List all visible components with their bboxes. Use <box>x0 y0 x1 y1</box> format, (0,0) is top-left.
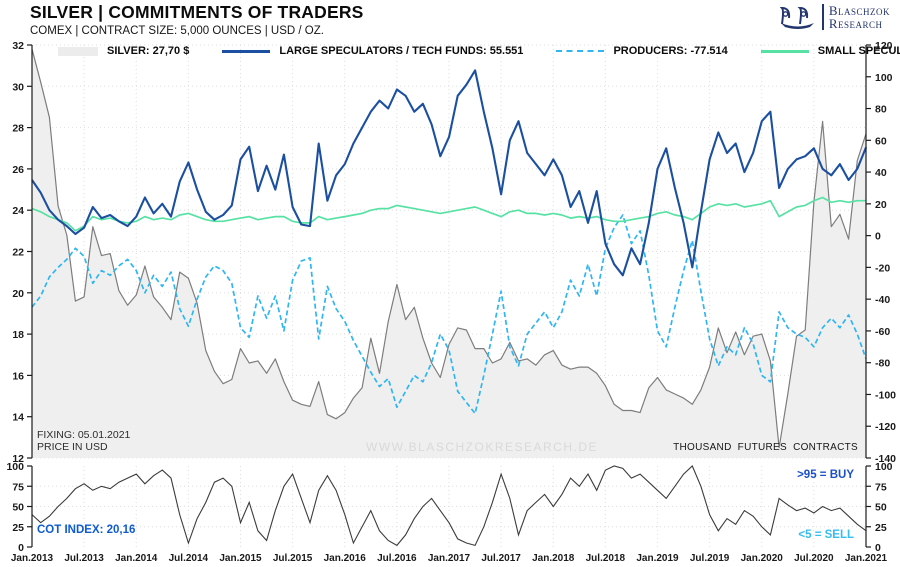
svg-text:Jan.2018: Jan.2018 <box>532 553 575 564</box>
svg-text:Jan.2019: Jan.2019 <box>636 553 679 564</box>
svg-text:-120: -120 <box>875 421 896 433</box>
watermark: WWW.BLASCHZOKRESEARCH.DE <box>366 440 599 454</box>
legend-label: LARGE SPECULATORS / TECH FUNDS: 55.551 <box>279 45 524 57</box>
gridlines <box>31 44 867 547</box>
fixing-note: FIXING: 05.01.2021 PRICE IN USD <box>37 429 130 453</box>
sell-threshold-label: <5 = SELL <box>798 529 854 541</box>
chart-legend: SILVER: 27,70 $ LARGE SPECULATORS / TECH… <box>58 45 900 57</box>
svg-text:Jul.2017: Jul.2017 <box>481 553 521 564</box>
blaschzok-logo: Blaschzok Research <box>779 3 890 31</box>
svg-text:0: 0 <box>875 231 881 243</box>
logo-line1: Blaschzok <box>828 3 890 18</box>
small-speculators-series-line <box>31 196 866 232</box>
silver-price-area <box>32 49 866 458</box>
legend-item-large-speculators: LARGE SPECULATORS / TECH FUNDS: 55.551 <box>222 45 523 57</box>
axes <box>27 44 871 548</box>
price-unit-note: PRICE IN USD <box>37 441 108 453</box>
producers-dashed-swatch <box>556 50 605 52</box>
svg-text:20: 20 <box>12 288 24 300</box>
svg-text:-140: -140 <box>875 453 896 465</box>
svg-text:75: 75 <box>875 481 887 493</box>
svg-text:100: 100 <box>6 461 24 473</box>
svg-text:-80: -80 <box>875 358 890 370</box>
svg-text:Jan.2021: Jan.2021 <box>845 553 888 564</box>
svg-text:-60: -60 <box>875 326 890 338</box>
svg-text:16: 16 <box>12 370 24 382</box>
svg-text:20: 20 <box>875 199 887 211</box>
x-axis-labels: Jan.2013 Jul.2013 Jan.2014 Jul.2014 Jan.2015… <box>11 553 888 564</box>
svg-text:80: 80 <box>875 104 887 116</box>
small-speculators-line-swatch <box>760 49 809 53</box>
svg-text:40: 40 <box>875 167 887 179</box>
cot-index-series-line <box>31 465 867 547</box>
svg-text:26: 26 <box>12 164 24 176</box>
svg-text:Jan.2020: Jan.2020 <box>741 553 784 564</box>
large-speculators-line-swatch <box>222 49 271 53</box>
svg-text:Jul.2015: Jul.2015 <box>273 553 313 564</box>
svg-text:-40: -40 <box>875 294 890 306</box>
legend-label: SMALL SPECULATORS: 21.963 <box>817 45 900 57</box>
svg-text:0: 0 <box>875 542 881 554</box>
svg-text:Jul.2013: Jul.2013 <box>64 553 104 564</box>
buy-threshold-label: >95 = BUY <box>797 469 854 481</box>
svg-text:Jul.2019: Jul.2019 <box>690 553 730 564</box>
legend-item-silver: SILVER: 27,70 $ <box>58 45 189 57</box>
svg-text:50: 50 <box>12 502 24 514</box>
svg-text:22: 22 <box>12 247 24 259</box>
svg-text:25: 25 <box>12 522 24 534</box>
right-axis-units-label: THOUSAND FUTURES CONTRACTS <box>673 442 858 453</box>
chart-subtitle: COMEX | CONTRACT SIZE: 5,000 OUNCES | US… <box>30 25 324 37</box>
svg-text:120: 120 <box>875 40 893 52</box>
svg-text:32: 32 <box>12 40 24 52</box>
silver-area-swatch <box>58 46 98 56</box>
legend-label: SILVER: 27,70 $ <box>107 45 190 57</box>
legend-label: PRODUCERS: -77.514 <box>613 45 728 57</box>
logo-line2: Research <box>828 16 883 31</box>
svg-text:75: 75 <box>12 481 24 493</box>
svg-text:100: 100 <box>875 461 893 473</box>
svg-text:28: 28 <box>12 123 24 135</box>
svg-text:Jul.2020: Jul.2020 <box>794 553 834 564</box>
silver-series-line <box>31 48 867 449</box>
svg-text:Jan.2014: Jan.2014 <box>115 553 158 564</box>
logo-wordmark: Blaschzok Research <box>821 3 890 31</box>
svg-text:24: 24 <box>12 205 24 217</box>
svg-text:18: 18 <box>12 329 24 341</box>
svg-text:Jul.2014: Jul.2014 <box>169 553 209 564</box>
legend-item-small-speculators: SMALL SPECULATORS: 21.963 <box>760 45 900 57</box>
svg-text:12: 12 <box>12 453 24 465</box>
svg-text:Jan.2015: Jan.2015 <box>219 553 262 564</box>
cot-index-value-label: COT INDEX: 20,16 <box>37 524 136 536</box>
svg-text:0: 0 <box>18 542 24 554</box>
svg-text:Jan.2013: Jan.2013 <box>11 553 54 564</box>
legend-item-producers: PRODUCERS: -77.514 <box>556 45 728 57</box>
svg-text:Jul.2018: Jul.2018 <box>586 553 626 564</box>
fixing-date: FIXING: 05.01.2021 <box>37 429 131 441</box>
svg-text:-100: -100 <box>875 389 896 401</box>
svg-text:50: 50 <box>875 502 887 514</box>
svg-text:Jan.2017: Jan.2017 <box>428 553 471 564</box>
svg-text:60: 60 <box>875 135 887 147</box>
svg-text:-20: -20 <box>875 262 890 274</box>
page-title: SILVER | COMMITMENTS OF TRADERS <box>30 2 364 22</box>
viking-ship-icon <box>779 6 814 29</box>
svg-text:Jul.2016: Jul.2016 <box>377 553 417 564</box>
svg-text:Jan.2016: Jan.2016 <box>324 553 367 564</box>
svg-text:30: 30 <box>12 81 24 93</box>
large-speculators-tech-funds-series-line <box>31 69 867 277</box>
producers-series-line <box>31 214 867 415</box>
svg-text:25: 25 <box>875 522 887 534</box>
svg-text:100: 100 <box>875 72 893 84</box>
svg-text:14: 14 <box>12 412 24 424</box>
